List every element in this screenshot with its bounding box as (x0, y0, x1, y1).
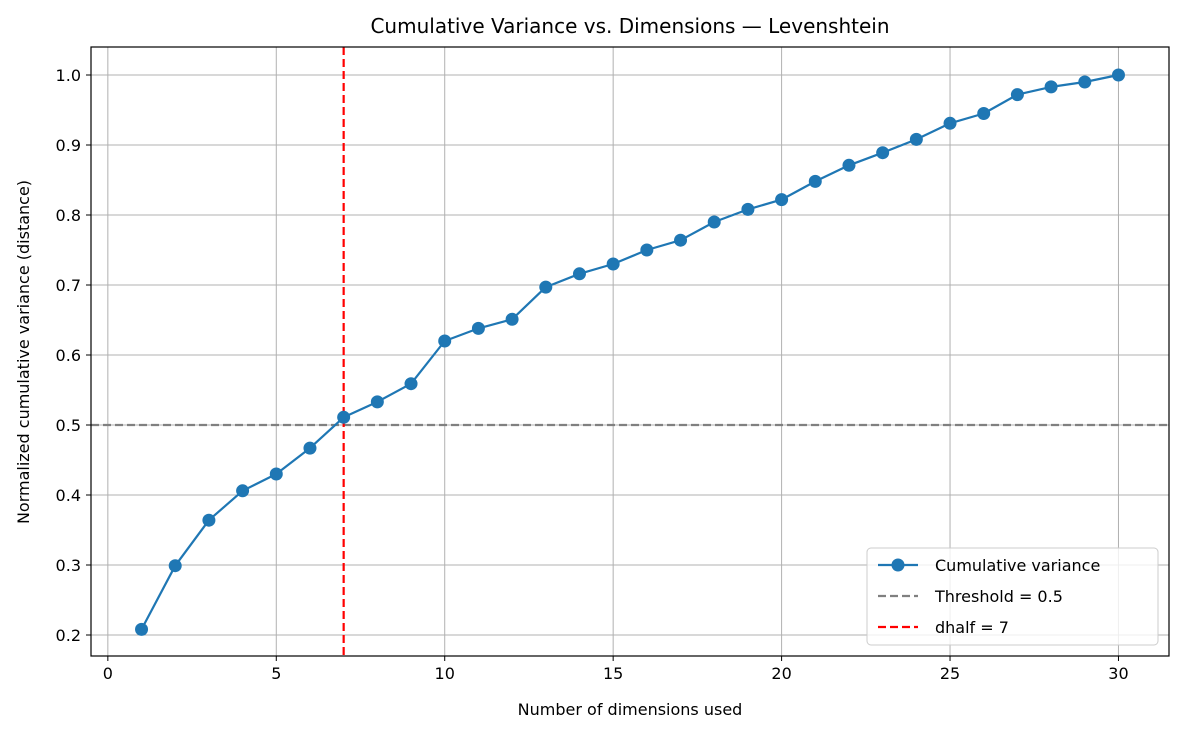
legend-label-dhalf: dhalf = 7 (935, 618, 1009, 637)
data-point (168, 559, 182, 573)
legend-entry-cumulative-variance: Cumulative variance (878, 556, 1100, 575)
x-tick-label: 0 (103, 664, 113, 683)
data-point (606, 257, 620, 271)
y-tick-label: 0.7 (56, 276, 81, 295)
y-axis-ticks: 0.2 0.3 0.4 0.5 0.6 0.7 0.8 0.9 1.0 (56, 66, 91, 645)
data-point (572, 267, 586, 281)
y-tick-label: 0.3 (56, 556, 81, 575)
x-tick-label: 5 (271, 664, 281, 683)
data-point (808, 174, 822, 188)
x-tick-label: 10 (435, 664, 455, 683)
data-point (707, 215, 721, 229)
x-axis-label: Number of dimensions used (518, 700, 743, 719)
y-tick-label: 0.5 (56, 416, 81, 435)
legend-label-threshold: Threshold = 0.5 (934, 587, 1063, 606)
reference-lines (91, 47, 1169, 656)
x-tick-label: 15 (603, 664, 623, 683)
x-tick-label: 20 (771, 664, 791, 683)
y-tick-label: 0.6 (56, 346, 81, 365)
data-point (539, 280, 553, 294)
legend-box (866, 547, 1159, 646)
data-point (471, 321, 485, 335)
data-point (1078, 75, 1092, 89)
data-point (640, 243, 654, 257)
y-tick-label: 0.9 (56, 136, 81, 155)
legend-entry-dhalf: dhalf = 7 (878, 618, 1009, 637)
data-point (876, 146, 890, 160)
data-point (269, 467, 283, 481)
y-tick-label: 1.0 (56, 66, 81, 85)
data-point (1044, 80, 1058, 94)
data-point (370, 395, 384, 409)
plot-frame (90, 46, 1170, 657)
data-point (337, 410, 351, 424)
x-axis-ticks: 0 5 10 15 20 25 30 (103, 656, 1129, 683)
x-tick-label: 25 (940, 664, 960, 683)
data-point (674, 233, 688, 247)
data-point (505, 312, 519, 326)
data-point (943, 116, 957, 130)
data-point (404, 377, 418, 391)
y-axis-label: Normalized cumulative variance (distance… (14, 180, 33, 524)
y-tick-label: 0.8 (56, 206, 81, 225)
data-point (438, 334, 452, 348)
data-point (842, 158, 856, 172)
data-point (1010, 88, 1024, 102)
data-point (741, 202, 755, 216)
data-point (909, 132, 923, 146)
data-point (1111, 68, 1125, 82)
data-point (135, 622, 149, 636)
chart-title: Cumulative Variance vs. Dimensions — Lev… (370, 14, 889, 38)
data-point (236, 484, 250, 498)
y-tick-label: 0.2 (56, 626, 81, 645)
legend-marker-cumulative-variance (891, 558, 905, 572)
data-point (202, 513, 216, 527)
y-tick-label: 0.4 (56, 486, 81, 505)
series-layer (135, 68, 1125, 636)
grid (91, 47, 1169, 656)
data-point (977, 107, 991, 120)
legend: Cumulative variance Threshold = 0.5 dhal… (866, 547, 1159, 646)
legend-entry-threshold: Threshold = 0.5 (878, 587, 1063, 606)
legend-label-cumulative-variance: Cumulative variance (935, 556, 1100, 575)
x-tick-label: 30 (1108, 664, 1128, 683)
data-point (303, 441, 317, 455)
data-point (775, 193, 789, 207)
